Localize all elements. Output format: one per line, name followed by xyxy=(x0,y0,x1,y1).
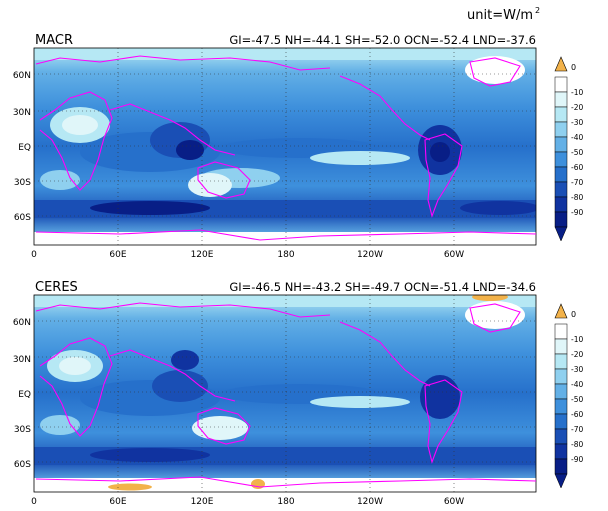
panel-macr: MACR GI=-47.5 NH=-44.1 SH=-52.0 OCN=-52.… xyxy=(33,33,537,246)
panel-stats: GI=-46.5 NH=-43.2 SH=-49.7 OCN=-51.4 LND… xyxy=(229,280,536,294)
map-frame xyxy=(33,294,537,493)
lat-tick-label: 60N xyxy=(13,318,31,328)
colorbar-over-label: 0 xyxy=(571,310,576,319)
axis-labels: 60N 30N EQ 30S 60S 0 60E 120E 180 120W 60W 60N 30N EQ… xyxy=(13,71,464,507)
colorbar-level-label: -50 xyxy=(571,395,583,404)
colorbar-level-label: -90 xyxy=(571,455,583,464)
colorbar-segment xyxy=(554,196,568,213)
lat-tick-label: EQ xyxy=(18,390,31,400)
colorbars: 0 -10 -20 -30 -40 -50 -60 -70 -80 -90 0 -10 -20 -30 -4… xyxy=(554,56,583,489)
lat-tick-label: 60N xyxy=(13,71,31,81)
lon-tick-label: 120E xyxy=(191,250,214,260)
colorbar-segment xyxy=(554,181,568,198)
colorbar-level-label: -10 xyxy=(571,88,583,97)
map-field xyxy=(34,48,536,245)
colorbar-level-label: -80 xyxy=(571,440,583,449)
colorbar-segment xyxy=(554,136,568,153)
colorbar-level-label: -60 xyxy=(571,163,583,172)
colorbar-level-label: -70 xyxy=(571,178,583,187)
colorbar-segment xyxy=(554,458,568,475)
colorbar-over-triangle xyxy=(554,303,568,319)
colorbar-segment xyxy=(554,338,568,355)
coastlines xyxy=(35,55,537,241)
colorbar: 0 -10 -20 -30 -40 -50 -60 -70 -80 -90 xyxy=(554,303,583,489)
colorbar-under-triangle xyxy=(554,226,568,242)
colorbar-level-label: -40 xyxy=(571,133,583,142)
lat-tick-label: 60S xyxy=(14,460,31,470)
colorbar-segment xyxy=(554,151,568,168)
lon-tick-label: 120W xyxy=(357,250,383,260)
lon-tick-label: 120W xyxy=(357,497,383,507)
colorbar-level-label: -30 xyxy=(571,118,583,127)
colorbar-level-label: -80 xyxy=(571,193,583,202)
unit-superscript: 2 xyxy=(535,6,540,15)
lon-tick-label: 120E xyxy=(191,497,214,507)
colorbar-segment xyxy=(554,398,568,415)
lon-tick-label: 0 xyxy=(31,250,37,260)
panel-ceres: CERES GI=-46.5 NH=-43.2 SH=-49.7 OCN=-51… xyxy=(33,280,537,493)
colorbar-level-label: -50 xyxy=(571,148,583,157)
colorbar: 0 -10 -20 -30 -40 -50 -60 -70 -80 -90 xyxy=(554,56,583,242)
colorbar-level-label: -90 xyxy=(571,208,583,217)
colorbar-level-label: -20 xyxy=(571,103,583,112)
lat-tick-label: 30S xyxy=(14,425,31,435)
colorbar-over-label: 0 xyxy=(571,63,576,72)
colorbar-level-label: -70 xyxy=(571,425,583,434)
panel-stats: GI=-47.5 NH=-44.1 SH=-52.0 OCN=-52.4 LND… xyxy=(229,33,536,47)
colorbar-segment xyxy=(554,428,568,445)
colorbar-segment xyxy=(554,353,568,370)
lon-tick-label: 60W xyxy=(444,250,464,260)
colorbar-level-label: -40 xyxy=(571,380,583,389)
colorbar-segment xyxy=(554,211,568,228)
lat-tick-label: EQ xyxy=(18,143,31,153)
colorbar-segment xyxy=(554,166,568,183)
colorbar-level-label: -10 xyxy=(571,335,583,344)
colorbar-level-label: -20 xyxy=(571,350,583,359)
gridlines xyxy=(34,48,536,245)
map-field xyxy=(34,295,536,492)
colorbar-segment xyxy=(554,91,568,108)
colorbar-segment xyxy=(554,106,568,123)
coastlines xyxy=(35,302,537,488)
unit-label: unit=W/m xyxy=(467,8,533,23)
lat-tick-label: 60S xyxy=(14,213,31,223)
colorbar-segment xyxy=(554,121,568,138)
lon-tick-label: 180 xyxy=(277,250,294,260)
lon-tick-label: 60W xyxy=(444,497,464,507)
lon-tick-label: 180 xyxy=(277,497,294,507)
colorbar-level-label: -30 xyxy=(571,365,583,374)
colorbar-segment xyxy=(554,383,568,400)
lat-tick-label: 30N xyxy=(13,108,31,118)
colorbar-segment xyxy=(554,76,568,93)
lat-tick-label: 30S xyxy=(14,178,31,188)
lon-tick-label: 60E xyxy=(109,497,126,507)
colorbar-segment xyxy=(554,368,568,385)
colorbar-segment xyxy=(554,443,568,460)
panel-title: MACR xyxy=(35,33,73,48)
colorbar-segment xyxy=(554,323,568,340)
lon-tick-label: 0 xyxy=(31,497,37,507)
lon-tick-label: 60E xyxy=(109,250,126,260)
panel-title: CERES xyxy=(35,280,78,295)
colorbar-segment xyxy=(554,413,568,430)
colorbar-under-triangle xyxy=(554,473,568,489)
gridlines xyxy=(34,295,536,492)
colorbar-level-label: -60 xyxy=(571,410,583,419)
lat-tick-label: 30N xyxy=(13,355,31,365)
colorbar-over-triangle xyxy=(554,56,568,72)
map-frame xyxy=(33,47,537,246)
